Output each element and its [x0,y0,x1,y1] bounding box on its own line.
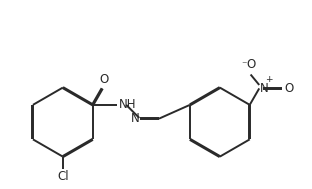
Text: O: O [99,73,108,86]
Text: ⁻: ⁻ [241,61,246,71]
Text: O: O [285,82,294,95]
Text: N: N [130,112,139,125]
Text: O: O [247,58,256,71]
Text: N: N [260,82,268,95]
Text: Cl: Cl [57,170,69,184]
Text: +: + [266,75,273,84]
Text: NH: NH [119,98,136,111]
